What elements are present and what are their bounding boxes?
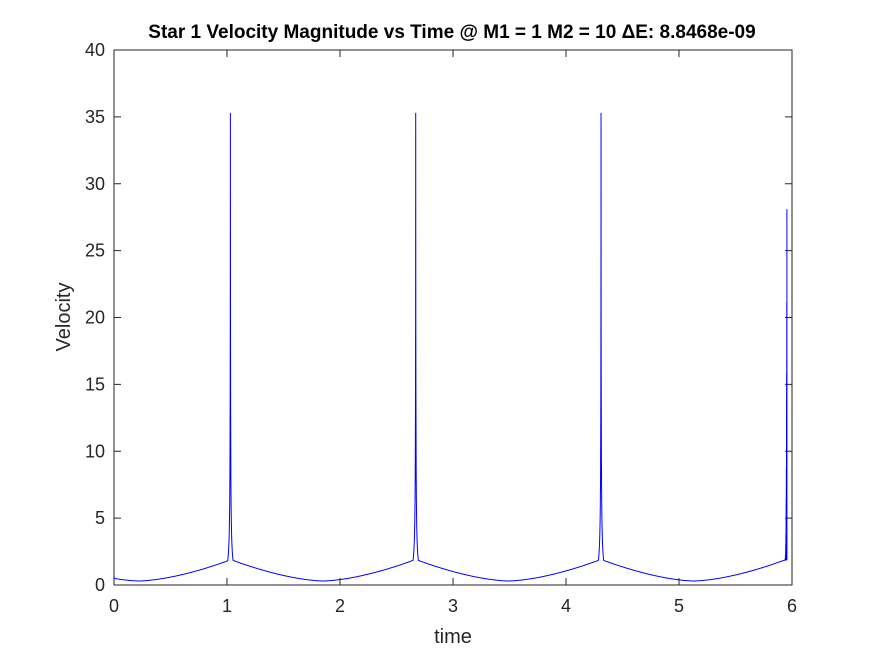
x-tick-label: 0: [109, 596, 119, 616]
x-tick-label: 5: [674, 596, 684, 616]
y-tick-label: 40: [85, 40, 105, 60]
y-axis-label: Velocity: [53, 283, 75, 352]
y-tick-label: 5: [95, 508, 105, 528]
y-tick-label: 25: [85, 241, 105, 261]
y-tick-label: 10: [85, 441, 105, 461]
x-tick-label: 3: [448, 596, 458, 616]
x-tick-label: 1: [222, 596, 232, 616]
x-axis-label: time: [434, 626, 472, 648]
series-line-star1-velocity: [113, 112, 788, 582]
x-tick-label: 6: [787, 596, 797, 616]
chart-title: Star 1 Velocity Magnitude vs Time @ M1 =…: [148, 22, 755, 43]
x-tick-label: 4: [561, 596, 571, 616]
y-tick-label: 0: [95, 575, 105, 595]
y-tick-label: 35: [85, 107, 105, 127]
plot-area: [113, 49, 793, 586]
x-tick-label: 2: [335, 596, 345, 616]
y-tick-label: 30: [85, 174, 105, 194]
y-tick-label: 15: [85, 374, 105, 394]
y-tick-label: 20: [85, 308, 105, 328]
y-axis-ticks: 0 5 10 15 20 25 30 35 40: [85, 40, 792, 595]
x-axis-ticks: 0 1 2 3 4 5 6: [109, 50, 797, 616]
